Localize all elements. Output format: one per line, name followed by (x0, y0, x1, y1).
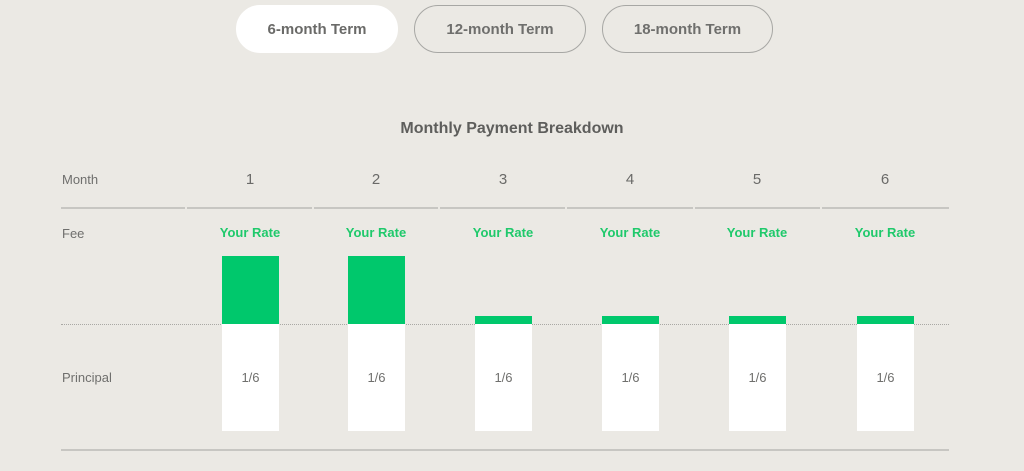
fee-bar-5 (729, 316, 786, 324)
header-divider-5 (695, 207, 820, 209)
fee-rate-label-3: Your Rate (472, 225, 534, 240)
table-bottom-divider (61, 449, 949, 451)
principal-bar-3 (475, 324, 532, 431)
principal-bar-5 (729, 324, 786, 431)
breakdown-title: Monthly Payment Breakdown (400, 120, 624, 137)
fee-rate-label-5: Your Rate (726, 225, 788, 240)
principal-bar-6 (857, 324, 914, 431)
header-divider-1 (187, 207, 312, 209)
principal-bar-4 (602, 324, 659, 431)
principal-value-6: 1/6 (876, 370, 895, 385)
principal-value-4: 1/6 (621, 370, 640, 385)
month-header-1: 1 (245, 171, 255, 188)
header-divider-6 (822, 207, 949, 209)
principal-value-5: 1/6 (748, 370, 767, 385)
header-divider-3 (440, 207, 565, 209)
month-row-label: Month (62, 172, 99, 187)
principal-value-3: 1/6 (494, 370, 513, 385)
principal-row-label: Principal (62, 370, 112, 385)
month-header-6: 6 (880, 171, 890, 188)
fee-rate-label-6: Your Rate (854, 225, 916, 240)
header-divider-2 (314, 207, 438, 209)
month-header-4: 4 (625, 171, 635, 188)
header-divider-label (61, 207, 185, 209)
fee-bar-4 (602, 316, 659, 324)
fee-rate-label-1: Your Rate (219, 225, 281, 240)
fee-row-label: Fee (62, 226, 85, 241)
month-header-3: 3 (498, 171, 508, 188)
term-selector: 6-month Term 12-month Term 18-month Term (0, 5, 1024, 55)
principal-value-1: 1/6 (241, 370, 260, 385)
fee-bar-1 (222, 256, 279, 324)
month-header-5: 5 (752, 171, 762, 188)
fee-rate-label-2: Your Rate (345, 225, 407, 240)
tab-6-month-term[interactable]: 6-month Term (236, 5, 398, 53)
fee-bar-3 (475, 316, 532, 324)
fee-rate-label-4: Your Rate (599, 225, 661, 240)
tab-18-month-term[interactable]: 18-month Term (602, 5, 773, 53)
fee-bar-2 (348, 256, 405, 324)
principal-bar-1 (222, 324, 279, 431)
tab-12-month-term[interactable]: 12-month Term (414, 5, 586, 53)
fee-bar-6 (857, 316, 914, 324)
month-header-2: 2 (371, 171, 381, 188)
principal-value-2: 1/6 (367, 370, 386, 385)
principal-bar-2 (348, 324, 405, 431)
header-divider-4 (567, 207, 693, 209)
